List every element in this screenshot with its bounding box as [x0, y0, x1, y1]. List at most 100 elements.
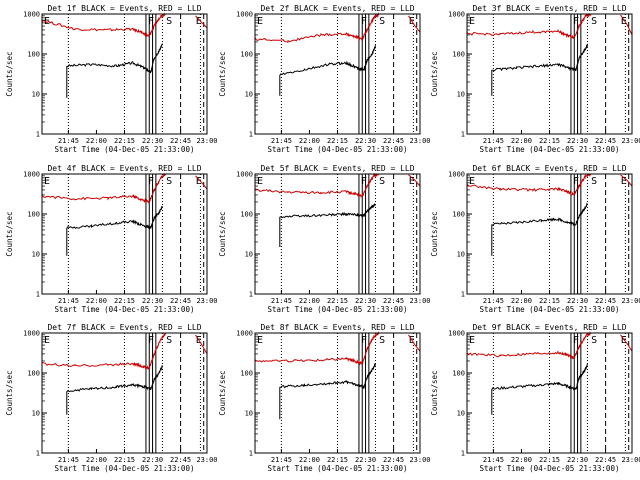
x-tick-label: 21:45: [271, 297, 292, 305]
lld-series-line: [254, 12, 421, 43]
panel-title: Det 6f BLACK = Events, RED = LLD: [472, 164, 626, 173]
events-series-line: [66, 43, 163, 98]
y-tick-label: 100: [452, 211, 465, 219]
y-tick-label: 1000: [23, 171, 40, 179]
x-tick-label: 22:15: [327, 297, 348, 305]
region-mark: F: [573, 16, 579, 27]
region-mark: S: [379, 335, 385, 346]
panel-4: Det 4f BLACK = Events, RED = LLD Counts/s…: [5, 164, 218, 314]
x-tick-label: 23:00: [621, 456, 640, 464]
panel-title: Det 1f BLACK = Events, RED = LLD: [47, 4, 201, 13]
y-tick-label: 1: [461, 450, 465, 458]
x-tick-label: 21:45: [271, 456, 292, 464]
x-tick-label: 22:45: [383, 137, 404, 145]
events-series-line: [491, 202, 588, 256]
x-tick-label: 22:00: [299, 137, 320, 145]
x-tick-label: 22:15: [539, 456, 560, 464]
x-tick-label: 23:00: [196, 137, 217, 145]
plot-frame: [41, 173, 208, 295]
region-mark: S: [166, 335, 172, 346]
lld-series-line: [41, 332, 208, 371]
plot-frame: [466, 332, 633, 454]
x-axis-title: Start Time (04-Dec-05 21:33:00): [55, 145, 195, 154]
region-mark: E: [257, 16, 263, 27]
y-tick-label: 1000: [236, 171, 253, 179]
y-tick-label: 1: [249, 450, 253, 458]
y-tick-label: 100: [240, 370, 253, 378]
events-series-line: [279, 45, 376, 96]
x-axis-title: Start Time (04-Dec-05 21:33:00): [480, 305, 620, 314]
plot-frame: [254, 13, 421, 135]
panel-title: Det 2f BLACK = Events, RED = LLD: [260, 4, 414, 13]
y-tick-label: 1000: [448, 11, 465, 19]
x-tick-label: 22:00: [86, 297, 107, 305]
lld-series-line: [254, 172, 421, 198]
x-tick-label: 23:00: [409, 137, 430, 145]
panel-2: Det 2f BLACK = Events, RED = LLD Counts/s…: [218, 4, 431, 154]
x-tick-label: 22:30: [355, 137, 376, 145]
x-tick-label: 22:00: [86, 137, 107, 145]
y-tick-label: 1: [249, 291, 253, 299]
plot-frame: [254, 173, 421, 295]
region-mark: F: [361, 335, 367, 346]
y-axis-title: Counts/sec: [5, 211, 14, 256]
y-axis-title: Counts/sec: [218, 370, 227, 415]
region-mark: E: [257, 335, 263, 346]
x-tick-label: 22:45: [383, 456, 404, 464]
y-axis-title: Counts/sec: [5, 370, 14, 415]
y-tick-label: 1: [461, 131, 465, 139]
x-tick-label: 22:00: [511, 297, 532, 305]
region-mark: S: [379, 176, 385, 187]
lld-series-line: [466, 331, 633, 360]
region-mark: S: [166, 16, 172, 27]
region-mark: E: [621, 176, 627, 187]
panel-7: Det 7f BLACK = Events, RED = LLD Counts/s…: [5, 323, 218, 473]
x-tick-label: 21:45: [58, 137, 79, 145]
region-mark: F: [573, 176, 579, 187]
x-tick-label: 22:30: [567, 297, 588, 305]
y-tick-label: 10: [245, 91, 253, 99]
y-axis-title: Counts/sec: [430, 211, 439, 256]
x-tick-label: 22:15: [114, 137, 135, 145]
y-tick-label: 1: [36, 291, 40, 299]
region-mark: E: [44, 176, 50, 187]
lld-series-line: [41, 12, 208, 38]
y-tick-label: 1000: [448, 330, 465, 338]
region-mark: E: [621, 16, 627, 27]
x-axis-title: Start Time (04-Dec-05 21:33:00): [55, 464, 195, 473]
panel-title: Det 4f BLACK = Events, RED = LLD: [47, 164, 201, 173]
y-tick-label: 100: [452, 51, 465, 59]
x-tick-label: 22:30: [142, 297, 163, 305]
y-tick-label: 10: [32, 410, 40, 418]
y-tick-label: 1000: [448, 171, 465, 179]
y-tick-label: 100: [240, 51, 253, 59]
x-tick-label: 22:30: [142, 137, 163, 145]
x-tick-label: 21:45: [58, 456, 79, 464]
y-tick-label: 10: [457, 251, 465, 259]
x-tick-label: 22:15: [114, 456, 135, 464]
panel-title: Det 3f BLACK = Events, RED = LLD: [472, 4, 626, 13]
region-mark: E: [44, 335, 50, 346]
region-mark: E: [257, 176, 263, 187]
lld-series-line: [466, 173, 633, 196]
x-tick-label: 22:45: [170, 297, 191, 305]
y-axis-title: Counts/sec: [430, 51, 439, 96]
events-series-line: [491, 43, 588, 96]
y-tick-label: 10: [32, 91, 40, 99]
lld-series-line: [466, 13, 633, 40]
y-tick-label: 100: [27, 370, 40, 378]
region-mark: E: [621, 335, 627, 346]
x-tick-label: 22:00: [299, 297, 320, 305]
panel-6: Det 6f BLACK = Events, RED = LLD Counts/s…: [430, 164, 640, 314]
x-tick-label: 22:45: [595, 297, 616, 305]
events-series-line: [279, 203, 376, 247]
y-tick-label: 1000: [23, 11, 40, 19]
x-tick-label: 21:45: [483, 137, 504, 145]
x-tick-label: 22:45: [170, 456, 191, 464]
region-mark: F: [148, 335, 154, 346]
x-tick-label: 21:45: [483, 456, 504, 464]
plot-frame: [254, 332, 421, 454]
x-tick-label: 22:30: [567, 456, 588, 464]
region-mark: S: [166, 176, 172, 187]
